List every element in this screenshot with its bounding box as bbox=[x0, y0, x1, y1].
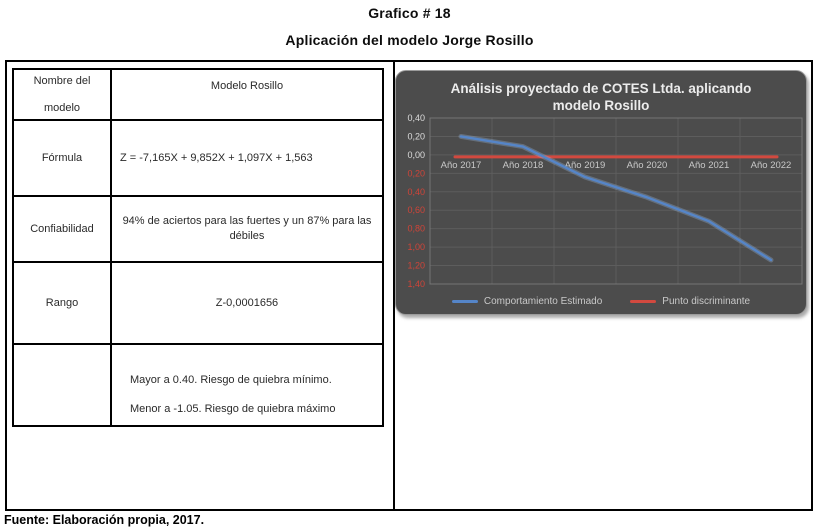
table-cell-value-rango: Z-0,0001656 bbox=[112, 263, 382, 345]
y-axis-tick-label: 1,00 bbox=[407, 242, 425, 252]
table-cell-label-confiabilidad: Confiabilidad bbox=[14, 197, 112, 263]
y-axis-tick-label: 0,20 bbox=[407, 168, 425, 178]
y-axis-tick-label: 1,40 bbox=[407, 279, 425, 289]
risk-rule-line: Mayor a 0.40. Riesgo de quiebra mínimo. bbox=[130, 374, 332, 386]
x-category-label: Año 2019 bbox=[565, 160, 606, 171]
y-axis-tick-label: 0,40 bbox=[407, 187, 425, 197]
x-category-label: Año 2020 bbox=[627, 160, 668, 171]
plot-border bbox=[429, 117, 803, 285]
risk-rule-line: Menor a -1.05. Riesgo de quiebra máximo bbox=[130, 403, 336, 415]
chart-title: Análisis proyectado de COTES Ltda. aplic… bbox=[450, 81, 752, 113]
legend-label: Punto discriminante bbox=[662, 296, 751, 307]
y-axis-tick-label: 1,20 bbox=[407, 261, 425, 271]
legend-line-swatch-red bbox=[630, 300, 657, 303]
legend-label: Comportamiento Estimado bbox=[483, 296, 603, 307]
table-cell-label-nombre: Nombre del modelo bbox=[14, 70, 112, 121]
content-frame: Nombre del modelo Modelo Rosillo Fórmula… bbox=[5, 60, 813, 511]
y-axis-tick-label: 0,20 bbox=[407, 131, 425, 141]
chart-legend: Comportamiento Estimado Punto discrimina… bbox=[396, 296, 806, 307]
y-axis-tick-label: 0,60 bbox=[407, 205, 425, 215]
rosillo-projection-chart: 0,40 0,20 0,00 0,20 0,40 0,60 0,80 1,00 1,20 1,40… bbox=[395, 70, 807, 315]
legend-item-estimado: Comportamiento Estimado bbox=[451, 296, 603, 307]
source-note: Fuente: Elaboración propia, 2017. bbox=[4, 513, 205, 527]
y-axis-tick-label: 0,00 bbox=[407, 150, 425, 160]
y-axis-tick-label: 0,80 bbox=[407, 224, 425, 234]
x-category-label: Año 2018 bbox=[503, 160, 544, 171]
figure-caption-title: Aplicación del modelo Jorge Rosillo bbox=[285, 32, 534, 48]
x-category-label: Año 2021 bbox=[689, 160, 730, 171]
x-category-label: Año 2022 bbox=[751, 160, 792, 171]
estimated-line bbox=[459, 135, 773, 262]
label-line: modelo bbox=[43, 101, 81, 114]
table-cell-label-formula: Fórmula bbox=[14, 121, 112, 197]
y-axis-tick-label: 0,40 bbox=[407, 113, 425, 123]
legend-item-discriminante: Punto discriminante bbox=[630, 296, 750, 307]
chart-plot-area: 0,40 0,20 0,00 0,20 0,40 0,60 0,80 1,00 1,20 1,40… bbox=[407, 113, 803, 289]
x-category-label: Año 2017 bbox=[441, 160, 482, 171]
table-cell-value-formula: Z = -7,165X + 9,852X + 1,097X + 1,563 bbox=[112, 121, 382, 197]
figure-number-title: Grafico # 18 bbox=[368, 5, 451, 21]
table-cell-value-confiabilidad: 94% de aciertos para las fuertes y un 87… bbox=[112, 197, 382, 263]
table-cell-label-rango: Rango bbox=[14, 263, 112, 345]
legend-line-swatch-blue bbox=[451, 300, 478, 303]
table-cell-value-nombre: Modelo Rosillo bbox=[112, 70, 382, 121]
vertical-divider bbox=[393, 62, 395, 509]
label-line: Nombre del bbox=[33, 74, 91, 87]
table-cell-value-riesgo: Mayor a 0.40. Riesgo de quiebra mínimo. … bbox=[112, 345, 382, 425]
table-cell-label-empty bbox=[14, 345, 112, 425]
model-table: Nombre del modelo Modelo Rosillo Fórmula… bbox=[12, 68, 384, 427]
